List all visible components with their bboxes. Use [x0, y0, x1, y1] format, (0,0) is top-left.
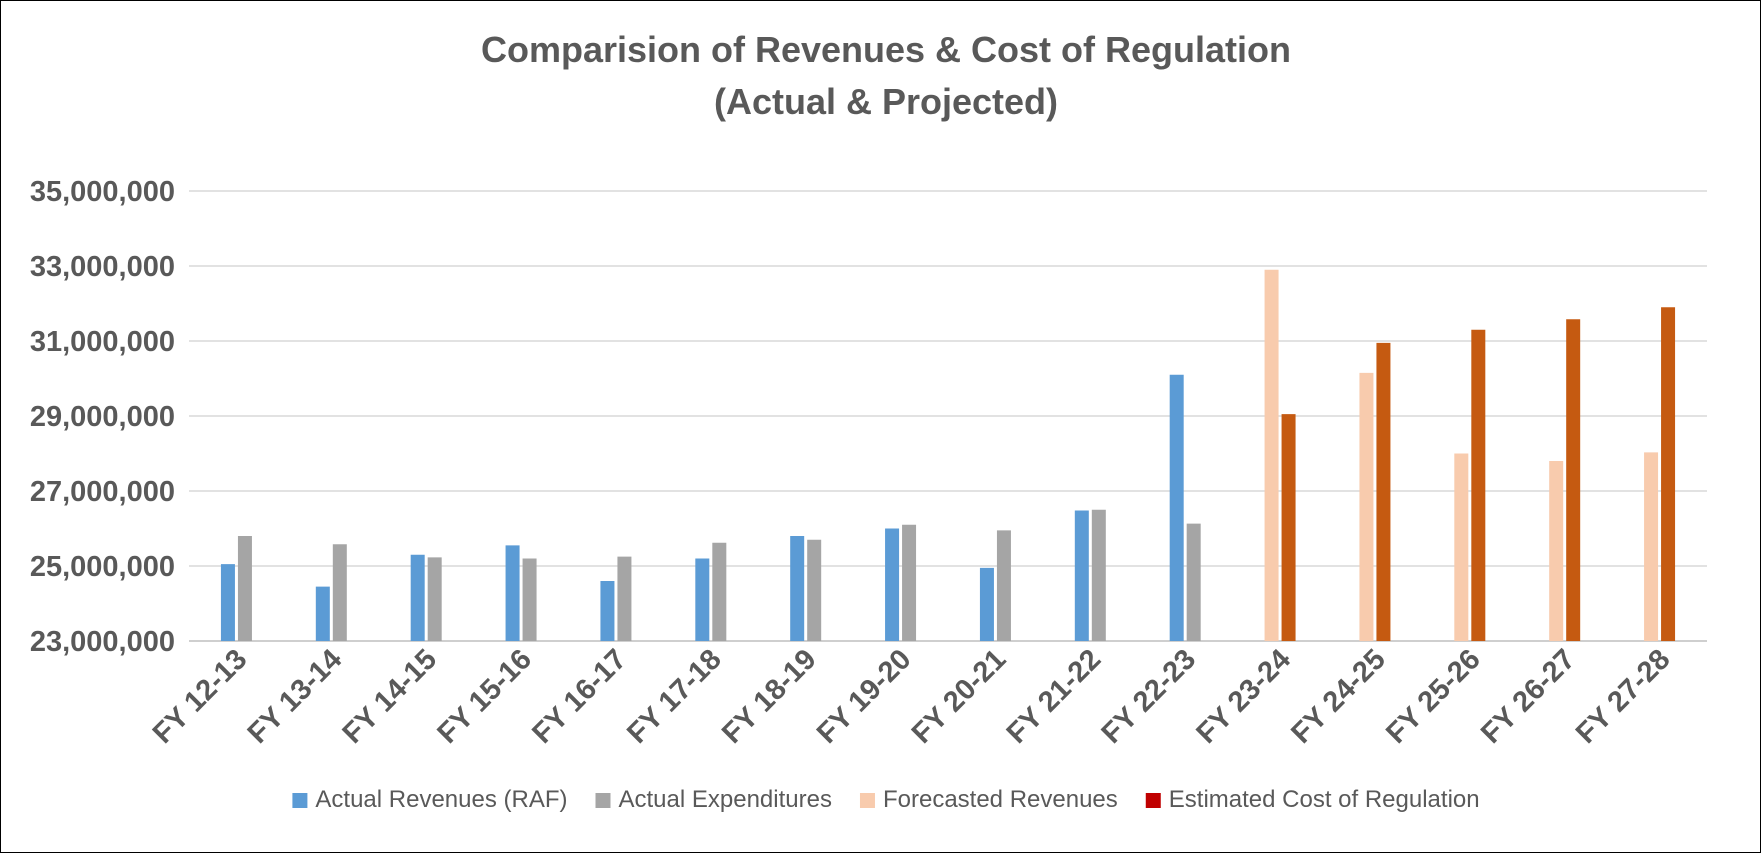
legend-label: Forecasted Revenues — [883, 786, 1118, 813]
bar-actual-expenditures-4 — [617, 556, 632, 641]
y-tick-label: 33,000,000 — [30, 251, 175, 283]
y-tick-label: 29,000,000 — [30, 401, 175, 433]
bar-forecasted-revenues-13 — [1454, 453, 1469, 641]
bar-actual-revenues-raf--1 — [315, 586, 330, 641]
bar-estimated-cost-of-regulation-15 — [1661, 307, 1676, 641]
x-tick-label: FY 17-18 — [621, 643, 728, 750]
legend-swatch — [595, 793, 611, 808]
bar-actual-expenditures-10 — [1186, 523, 1201, 641]
y-tick-label: 35,000,000 — [30, 176, 175, 208]
x-tick-label: FY 14-15 — [337, 643, 444, 750]
legend-label: Actual Expenditures — [619, 786, 832, 813]
bar-actual-revenues-raf--6 — [790, 536, 805, 641]
x-tick-label: FY 25-26 — [1380, 643, 1487, 750]
x-tick-label: FY 20-21 — [906, 643, 1013, 750]
bar-actual-expenditures-9 — [1091, 509, 1106, 641]
bar-forecasted-revenues-11 — [1264, 269, 1279, 641]
bars — [220, 269, 1676, 641]
bar-actual-revenues-raf--3 — [505, 545, 520, 641]
bar-forecasted-revenues-15 — [1644, 452, 1659, 641]
x-tick-label: FY 23-24 — [1190, 643, 1297, 750]
legend-swatch — [292, 793, 308, 808]
bar-forecasted-revenues-14 — [1549, 461, 1564, 641]
bar-actual-revenues-raf--7 — [885, 528, 900, 641]
y-tick-label: 27,000,000 — [30, 476, 175, 508]
bar-actual-expenditures-5 — [712, 542, 727, 641]
bar-actual-revenues-raf--2 — [410, 554, 425, 641]
bar-actual-expenditures-2 — [427, 557, 442, 641]
bar-actual-revenues-raf--5 — [695, 558, 710, 641]
bar-actual-expenditures-0 — [237, 536, 252, 641]
bar-estimated-cost-of-regulation-13 — [1471, 329, 1486, 641]
gridlines — [189, 190, 1707, 642]
x-tick-label: FY 19-20 — [811, 643, 918, 750]
legend: Actual Revenues (RAF) Actual Expenditures… — [292, 786, 1480, 813]
y-tick-label: 23,000,000 — [30, 626, 175, 658]
x-tick-label: FY 15-16 — [431, 643, 538, 750]
bar-actual-expenditures-1 — [332, 544, 347, 641]
y-axis-tick-labels: 23,000,000 25,000,000 27,000,000 29,000,000… — [30, 176, 175, 658]
bar-actual-expenditures-6 — [807, 539, 822, 641]
legend-label: Estimated Cost of Regulation — [1169, 786, 1480, 813]
bar-actual-expenditures-3 — [522, 558, 537, 641]
x-tick-label: FY 21-22 — [1001, 643, 1108, 750]
bar-actual-revenues-raf--8 — [979, 567, 994, 641]
bar-estimated-cost-of-regulation-14 — [1566, 319, 1581, 641]
bar-actual-revenues-raf--9 — [1074, 510, 1089, 641]
bar-actual-expenditures-8 — [996, 530, 1011, 641]
bar-actual-expenditures-7 — [902, 524, 917, 641]
legend-swatch — [859, 793, 875, 808]
y-tick-label: 25,000,000 — [30, 551, 175, 583]
x-tick-label: FY 26-27 — [1475, 643, 1582, 750]
x-tick-label: FY 16-17 — [526, 643, 633, 750]
x-tick-label: FY 12-13 — [147, 643, 254, 750]
bar-actual-revenues-raf--10 — [1169, 374, 1184, 641]
chart-title-line-1: Comparision of Revenues & Cost of Regula… — [481, 29, 1291, 70]
x-tick-label: FY 13-14 — [242, 643, 349, 750]
bar-estimated-cost-of-regulation-12 — [1376, 342, 1391, 641]
bar-actual-revenues-raf--4 — [600, 581, 615, 641]
bar-forecasted-revenues-12 — [1359, 372, 1374, 641]
bar-actual-revenues-raf--0 — [220, 564, 235, 641]
x-tick-label: FY 22-23 — [1096, 643, 1203, 750]
legend-label: Actual Revenues (RAF) — [315, 786, 567, 813]
x-tick-label: FY 18-19 — [716, 643, 823, 750]
legend-swatch — [1145, 793, 1161, 808]
x-tick-label: FY 24-25 — [1285, 643, 1392, 750]
x-tick-label: FY 27-28 — [1570, 643, 1677, 750]
y-tick-label: 31,000,000 — [30, 326, 175, 358]
bar-estimated-cost-of-regulation-11 — [1281, 414, 1296, 641]
chart-title-line-2: (Actual & Projected) — [714, 81, 1058, 122]
